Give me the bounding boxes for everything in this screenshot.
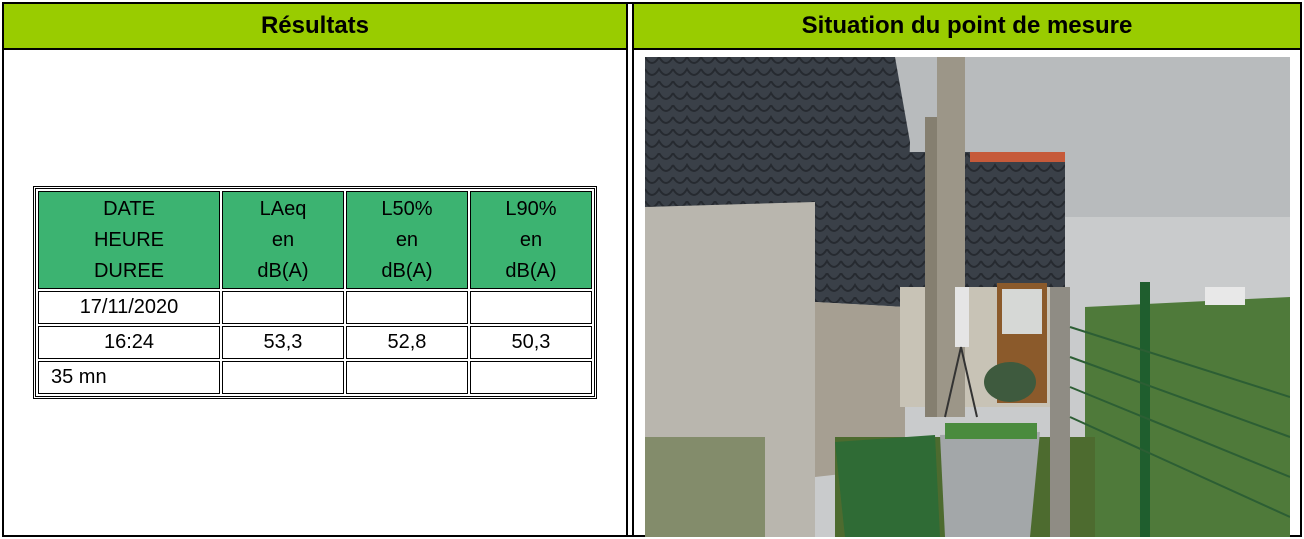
cell: 17/11/2020 bbox=[38, 291, 220, 324]
sound-meter bbox=[955, 287, 969, 347]
cell bbox=[345, 291, 468, 324]
header-line: dB(A) bbox=[505, 259, 557, 282]
header-line: en bbox=[395, 228, 419, 251]
roof-slate bbox=[645, 57, 815, 207]
door-window bbox=[1002, 289, 1042, 334]
row: 35 mn bbox=[38, 361, 592, 394]
cell: 50,3 bbox=[469, 326, 592, 359]
cell bbox=[222, 361, 344, 394]
tripod-leg bbox=[944, 346, 962, 418]
header-line: L90% bbox=[505, 197, 557, 220]
cell bbox=[222, 291, 344, 324]
cell bbox=[469, 291, 592, 324]
green-bin bbox=[835, 435, 940, 537]
wall-slate bbox=[815, 57, 910, 307]
lid bbox=[984, 362, 1036, 402]
header-line: en bbox=[519, 228, 543, 251]
distant-house bbox=[1205, 287, 1245, 305]
header-line: dB(A) bbox=[257, 259, 309, 282]
fence-wall bbox=[1050, 287, 1070, 537]
photo-header: Situation du point de mesure bbox=[634, 4, 1300, 50]
cell: 35 mn bbox=[38, 361, 220, 394]
header-cell: L90% en dB(A) bbox=[469, 191, 592, 289]
grey-bin-lid bbox=[945, 423, 1037, 439]
column-divider bbox=[626, 4, 634, 537]
header-line: dB(A) bbox=[381, 259, 433, 282]
field bbox=[1085, 297, 1290, 537]
header-line: en bbox=[271, 228, 295, 251]
row: 16:24 53,3 52,8 50,3 bbox=[38, 326, 592, 359]
header-cell: DATE HEURE DUREE bbox=[38, 191, 220, 289]
header-line: DUREE bbox=[93, 259, 164, 282]
wall-lower bbox=[815, 302, 905, 477]
grey-bin bbox=[940, 432, 1040, 537]
header-cell: LAeq en dB(A) bbox=[222, 191, 344, 289]
pole bbox=[937, 57, 965, 417]
header-line: L50% bbox=[381, 197, 433, 220]
header-cell: L50% en dB(A) bbox=[345, 191, 468, 289]
ladder bbox=[925, 117, 937, 417]
results-table: DATE HEURE DUREE LAeq en dB(A) L50% en dB(A) L… bbox=[33, 186, 597, 399]
header-line: DATE bbox=[103, 197, 155, 220]
fence-mesh bbox=[1069, 326, 1290, 518]
cell: 52,8 bbox=[345, 326, 468, 359]
cell: 16:24 bbox=[38, 326, 220, 359]
cell bbox=[345, 361, 468, 394]
row: 17/11/2020 bbox=[38, 291, 592, 324]
header-row: DATE HEURE DUREE LAeq en dB(A) L50% en dB(A) L… bbox=[38, 191, 592, 289]
weeds bbox=[645, 437, 765, 537]
ridge-tiles bbox=[970, 152, 1065, 162]
cell bbox=[469, 361, 592, 394]
results-header: Résultats bbox=[4, 4, 626, 50]
tripod-leg bbox=[960, 346, 978, 418]
header-line: HEURE bbox=[93, 228, 164, 251]
site-photo bbox=[645, 57, 1290, 537]
fence-post bbox=[1140, 282, 1150, 537]
cell: 53,3 bbox=[222, 326, 344, 359]
annex-slate bbox=[900, 152, 1065, 292]
header-line: LAeq bbox=[259, 197, 307, 220]
